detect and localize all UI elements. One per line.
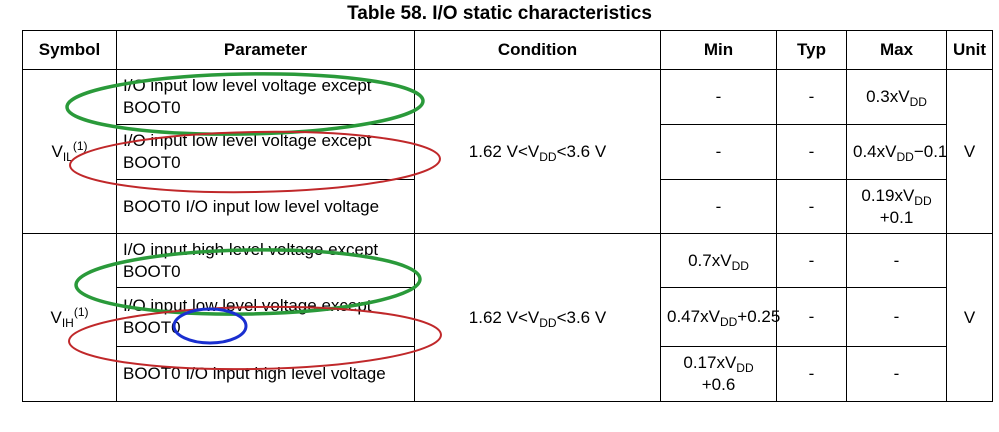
max-sub: DD [909,95,927,109]
typ-cell: - [776,346,847,402]
condition-pre: 1.62 V<V [468,141,540,161]
symbol-cell-vih: VIH(1) [22,233,117,402]
io-static-characteristics-table: Symbol Parameter Condition Min Typ Max U… [22,30,993,402]
min-cell: 0.7xVDD [660,233,777,288]
typ-cell: - [776,124,847,180]
max-pre: 0.19xV [861,185,915,205]
min-pre: 0.47xV [667,307,720,326]
max-cell: 0.19xVDD +0.1 [846,179,947,234]
condition-post: <3.6 V [556,141,607,161]
max-cell: - [846,233,947,288]
min-cell: - [660,124,777,180]
parameter-cell: BOOT0 I/O input high level voltage [116,346,415,402]
header-parameter: Parameter [116,30,415,70]
min-pre: 0.17xV [683,353,737,372]
unit-cell-vih: V [946,233,993,402]
condition-sub: DD [539,315,557,330]
symbol-cell-vil: VIL(1) [22,69,117,234]
min-cell: 0.17xVDD +0.6 [660,346,777,402]
condition-pre: 1.62 V<V [468,307,540,327]
header-max: Max [846,30,947,70]
condition-sub: DD [539,149,557,164]
header-min: Min [660,30,777,70]
parameter-cell: I/O input low level voltage except BOOT0 [116,124,415,180]
table-title: Table 58. I/O static characteristics [347,3,652,24]
min-post: +0.6 [701,375,736,394]
max-post: +0.1 [879,207,914,227]
typ-cell: - [776,179,847,234]
header-condition: Condition [414,30,661,70]
condition-cell-vil: 1.62 V<VDD<3.6 V [414,69,661,234]
max-cell: - [846,346,947,402]
max-pre: 0.3xV [866,87,910,106]
min-cell: - [660,179,777,234]
min-cell: - [660,69,777,125]
symbol-main: V [51,141,63,161]
header-typ: Typ [776,30,847,70]
table-row: VIL(1) I/O input low level voltage excep… [22,69,993,234]
parameter-cell: BOOT0 I/O input low level voltage [116,179,415,234]
max-pre: 0.4xV [853,142,897,161]
max-cell: 0.4xVDD−0.1 [846,124,948,180]
min-pre: 0.7xV [688,250,732,270]
symbol-footnote: (1) [72,138,88,153]
min-sub: DD [731,258,749,273]
max-post: −0.1 [913,142,948,161]
min-sub: DD [736,361,754,375]
condition-post: <3.6 V [556,307,607,327]
symbol-sub: IH [61,315,74,330]
max-cell: - [846,287,947,347]
parameter-cell: I/O input low level voltage except BOOT0 [116,69,415,125]
min-post: +0.25 [737,307,781,326]
condition-cell-vih: 1.62 V<VDD<3.6 V [414,233,661,402]
min-sub: DD [719,315,738,329]
parameter-cell: I/O input high level voltage except BOOT… [116,233,415,288]
header-row: Symbol Parameter Condition Min Typ Max U… [22,30,993,70]
symbol-sub: IL [62,149,73,164]
header-unit: Unit [946,30,993,70]
typ-cell: - [776,287,847,347]
max-sub: DD [896,150,914,164]
min-cell: 0.47xVDD+0.25 [660,287,781,347]
symbol-main: V [50,307,62,327]
max-sub: DD [914,193,932,208]
typ-cell: - [776,69,847,125]
parameter-cell: I/O input low level voltage except BOOT0 [116,287,415,347]
unit-cell-vil: V [946,69,993,234]
table-row: VIH(1) I/O input high level voltage exce… [22,233,993,402]
typ-cell: - [776,233,847,288]
max-cell: 0.3xVDD [846,69,947,125]
symbol-footnote: (1) [73,304,89,319]
header-symbol: Symbol [22,30,117,70]
